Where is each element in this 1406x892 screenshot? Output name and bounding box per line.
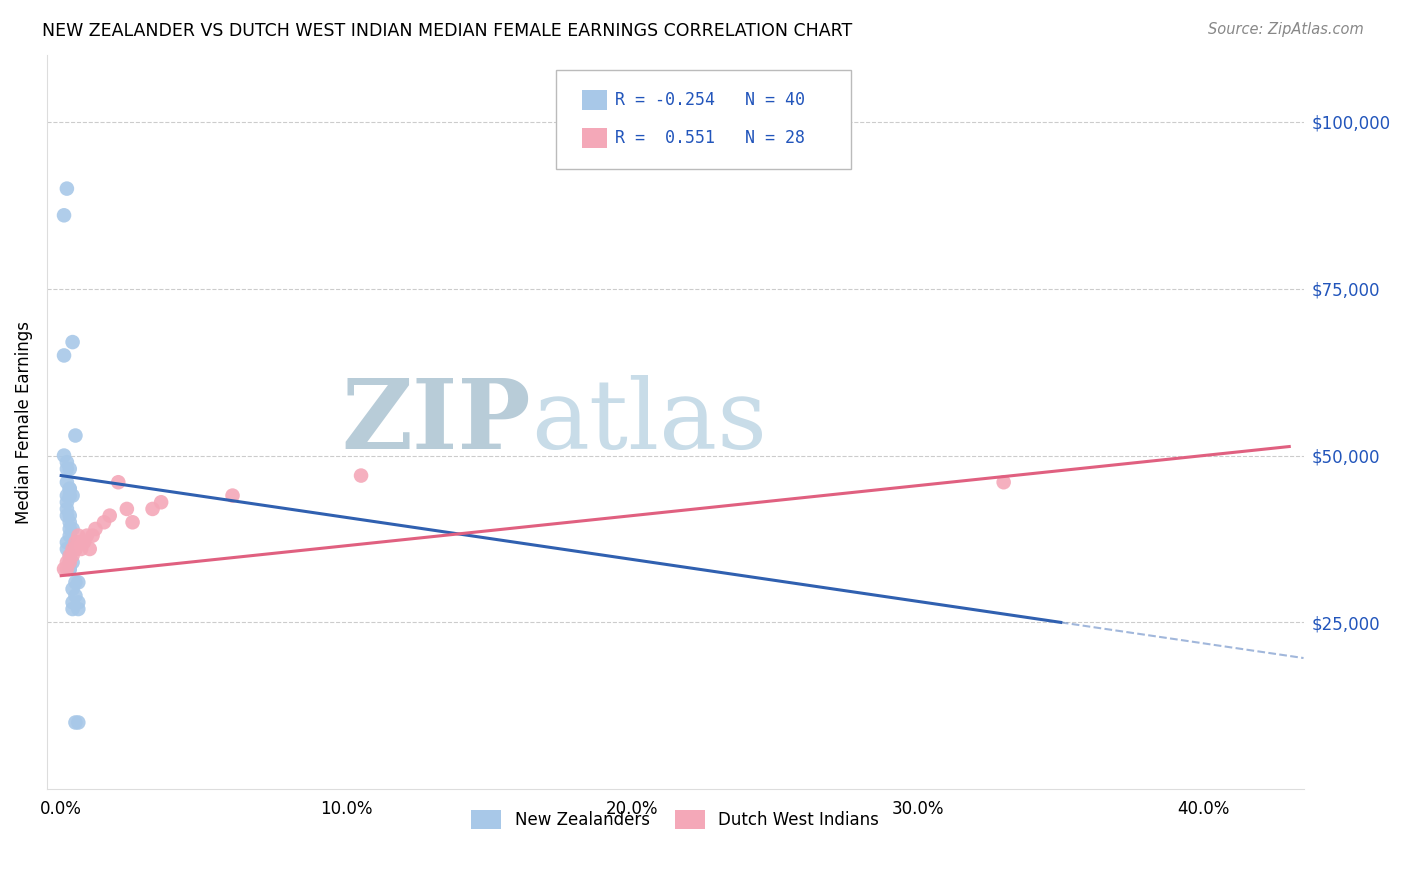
Point [56,508,79,523]
Point [56,541,79,556]
Point [59,516,82,530]
Point [62,522,84,536]
Text: R =  0.551   N = 28: R = 0.551 N = 28 [614,129,804,147]
Point [59,555,82,569]
Point [59,549,82,563]
Point [62,582,84,596]
Bar [582,128,607,148]
Text: R = -0.254   N = 40: R = -0.254 N = 40 [614,91,804,109]
Point [53,449,76,463]
Bar [582,89,607,111]
Point [62,549,84,563]
Text: NEW ZEALANDER VS DUTCH WEST INDIAN MEDIAN FEMALE EARNINGS CORRELATION CHART: NEW ZEALANDER VS DUTCH WEST INDIAN MEDIA… [42,22,852,40]
Point [62,555,84,569]
Point [56,455,79,469]
Point [150,495,173,509]
Point [53,208,76,222]
Point [59,549,82,563]
Point [67,595,90,609]
Point [59,562,82,576]
Point [221,489,243,503]
Legend: New Zealanders, Dutch West Indians: New Zealanders, Dutch West Indians [465,804,886,836]
Text: atlas: atlas [530,376,766,469]
Point [93,516,115,530]
Point [53,562,76,576]
Point [67,602,90,616]
Point [67,715,90,730]
Y-axis label: Median Female Earnings: Median Female Earnings [15,321,32,524]
Point [121,516,143,530]
Point [59,482,82,496]
Point [56,462,79,476]
Point [56,489,79,503]
Point [76,528,98,542]
Point [56,562,79,576]
Point [65,541,87,556]
Point [56,475,79,490]
Point [56,555,79,569]
Point [79,541,101,556]
Point [56,181,79,195]
Point [84,522,107,536]
Point [62,541,84,556]
Point [59,522,82,536]
Point [67,535,90,549]
Point [993,475,1015,490]
Point [59,489,82,503]
Point [59,462,82,476]
Point [82,528,104,542]
Point [56,502,79,516]
Point [65,541,87,556]
Point [59,528,82,542]
Point [65,535,87,549]
Point [62,489,84,503]
Point [142,502,165,516]
Point [67,575,90,590]
Point [115,502,138,516]
Text: Source: ZipAtlas.com: Source: ZipAtlas.com [1208,22,1364,37]
Point [73,535,96,549]
Point [350,468,373,483]
Point [59,482,82,496]
Point [59,508,82,523]
Point [62,595,84,609]
Point [65,428,87,442]
Point [56,495,79,509]
Point [62,335,84,350]
Point [65,589,87,603]
Point [56,535,79,549]
Point [98,508,121,523]
Point [67,528,90,542]
Point [53,348,76,362]
Point [70,541,93,556]
Point [59,562,82,576]
Text: ZIP: ZIP [342,376,530,469]
Point [62,602,84,616]
Point [107,475,129,490]
FancyBboxPatch shape [555,70,851,169]
Point [59,555,82,569]
Point [65,715,87,730]
Point [65,575,87,590]
